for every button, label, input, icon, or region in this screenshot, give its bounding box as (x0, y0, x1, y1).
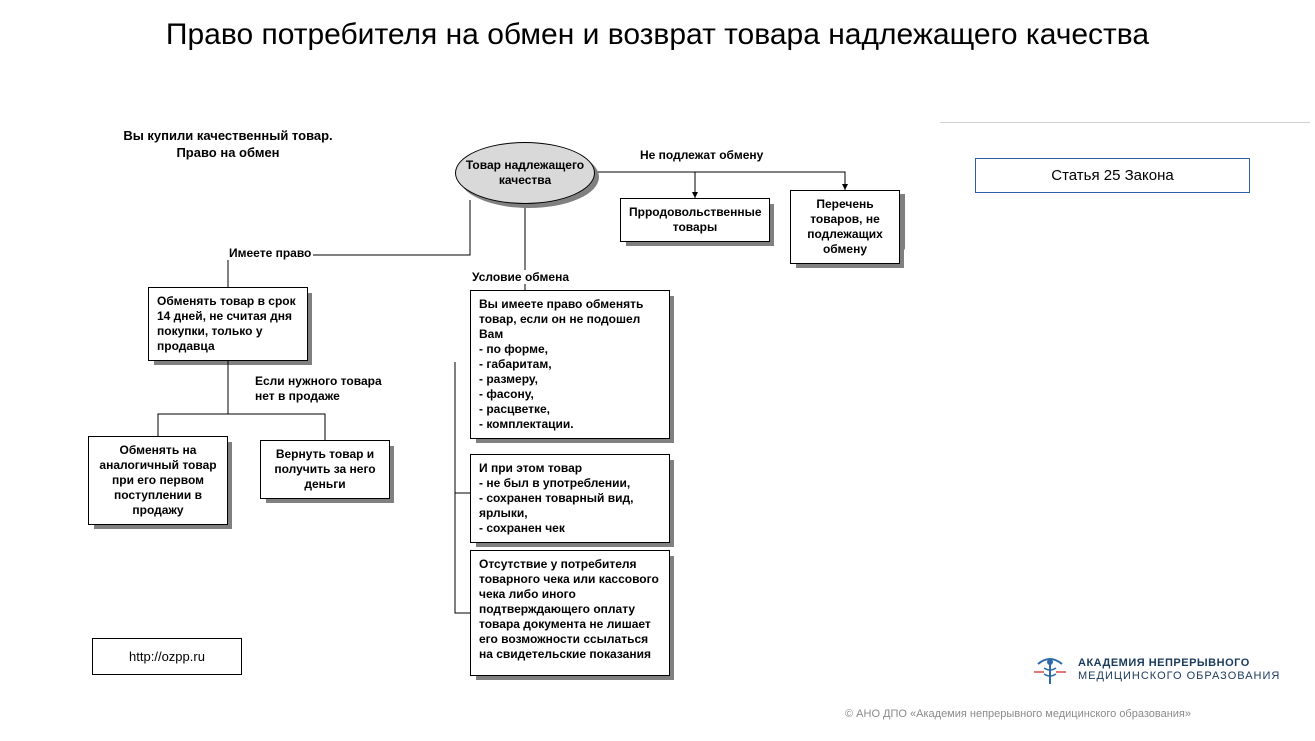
subtitle: Вы купили качественный товар.Право на об… (98, 128, 358, 162)
edge-label-no_exchange: Не подлежат обмену (638, 148, 765, 162)
copyright: © АНО ДПО «Академия непрерывного медицин… (845, 708, 1191, 720)
divider (940, 122, 1310, 123)
flow-node-analog: Обменять на аналогичный товар при его пе… (88, 436, 228, 525)
logo-text: АКАДЕМИЯ НЕПРЕРЫВНОГО МЕДИЦИНСКОГО ОБРАЗ… (1078, 657, 1280, 683)
flow-node-ex14: Обменять товар в срок 14 дней, не считая… (148, 287, 308, 361)
flow-node-food: Прродовольственные товары (620, 198, 770, 242)
page-title: Право потребителя на обмен и возврат тов… (0, 18, 1315, 52)
statute-box: Статья 25 Закона (975, 158, 1250, 193)
flow-node-list: Перечень товаров, не подлежащих обмену (790, 190, 900, 264)
caduceus-icon (1030, 650, 1070, 690)
root-node: Товар надлежащего качества (455, 142, 595, 204)
flow-node-refund: Вернуть товар и получить за него деньги (260, 440, 390, 499)
logo: АКАДЕМИЯ НЕПРЕРЫВНОГО МЕДИЦИНСКОГО ОБРАЗ… (1030, 650, 1280, 690)
flow-node-cond2: И при этом товар- не был в употреблении,… (470, 454, 670, 543)
logo-line2: МЕДИЦИНСКОГО ОБРАЗОВАНИЯ (1078, 670, 1280, 683)
flow-node-cond3: Отсутствие у потребителя товарного чека … (470, 550, 670, 676)
edge-label-condition: Условие обмена (470, 270, 571, 284)
logo-line1: АКАДЕМИЯ НЕПРЕРЫВНОГО (1078, 657, 1280, 670)
flow-node-cond1: Вы имеете право обменять товар, если он … (470, 290, 670, 439)
edge-label-have_right: Имеете право (227, 246, 313, 260)
url-box[interactable]: http://ozpp.ru (92, 638, 242, 675)
edge-label-if_not_in_stock: Если нужного товара нет в продаже (253, 374, 403, 404)
